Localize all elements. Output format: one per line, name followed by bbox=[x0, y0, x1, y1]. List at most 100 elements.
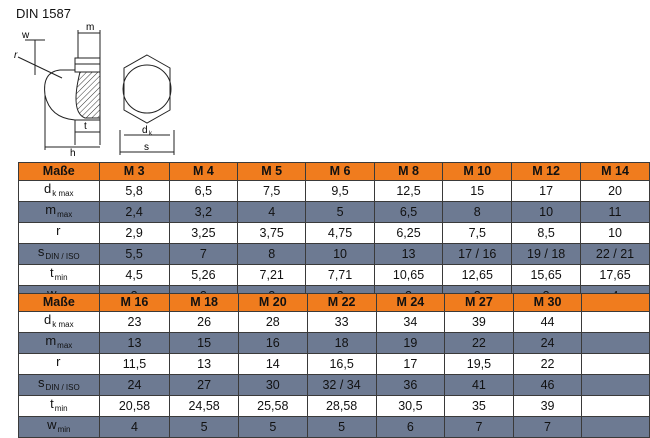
column-header: M 12 bbox=[511, 162, 582, 181]
table-row: tmin 4,5 5,26 7,21 7,71 10,65 12,65 15,6… bbox=[18, 264, 650, 286]
table-cell bbox=[581, 332, 650, 354]
table-cell: 5,8 bbox=[98, 180, 170, 202]
table-cell: 39 bbox=[512, 395, 583, 417]
table-cell: 17 / 16 bbox=[442, 243, 513, 265]
table-cell: 2,9 bbox=[98, 222, 170, 244]
row-label: dk max bbox=[18, 180, 100, 202]
table-cell: 5 bbox=[237, 416, 308, 438]
column-header: M 8 bbox=[373, 162, 444, 181]
table-cell: 20,58 bbox=[98, 395, 171, 417]
dimension-table-1: Maße M 3 M 4 M 5 M 6 M 8 M 10 M 12 M 14 … bbox=[18, 162, 650, 307]
table-cell: 39 bbox=[444, 311, 514, 333]
row-label: sDIN / ISO bbox=[18, 243, 100, 265]
table-cell: 15 bbox=[169, 332, 239, 354]
table-cell: 10 bbox=[511, 201, 582, 223]
document-title: DIN 1587 bbox=[16, 6, 71, 21]
table-cell: 7,5 bbox=[237, 180, 307, 202]
table-cell: 3,75 bbox=[237, 222, 307, 244]
table-cell: 4,75 bbox=[305, 222, 375, 244]
row-label: wmin bbox=[18, 416, 100, 438]
table-cell: 25,58 bbox=[237, 395, 308, 417]
table-cell: 6,5 bbox=[373, 201, 444, 223]
table-cell bbox=[581, 416, 650, 438]
table-cell: 6 bbox=[375, 416, 446, 438]
column-header: M 18 bbox=[169, 293, 239, 312]
table-cell: 36 bbox=[375, 374, 446, 396]
table-cell: 17 bbox=[511, 180, 582, 202]
label-r: r bbox=[14, 50, 18, 61]
table-cell: 17,65 bbox=[580, 264, 650, 286]
table-cell bbox=[581, 395, 650, 417]
label-h: h bbox=[70, 148, 76, 159]
table-row: tmin 20,58 24,58 25,58 28,58 30,5 35 39 bbox=[18, 395, 650, 417]
table-cell: 5 bbox=[305, 201, 375, 223]
label-dk-sub: k bbox=[149, 131, 153, 137]
table-cell: 6,5 bbox=[168, 180, 239, 202]
table-cell: 7,71 bbox=[305, 264, 375, 286]
table-cell: 4 bbox=[237, 201, 307, 223]
row-label: tmin bbox=[18, 395, 100, 417]
table-cell: 3,2 bbox=[168, 201, 239, 223]
table-cell: 32 / 34 bbox=[306, 374, 377, 396]
table-cell: 24 bbox=[512, 332, 583, 354]
table-cell: 33 bbox=[306, 311, 377, 333]
label-m: m bbox=[86, 22, 94, 33]
table-cell: 2,4 bbox=[98, 201, 170, 223]
table-row: sDIN / ISO 24 27 30 32 / 34 36 41 46 bbox=[18, 374, 650, 396]
table-cell: 8,5 bbox=[511, 222, 582, 244]
table-cell: 17 bbox=[375, 353, 446, 375]
table-cell: 30,5 bbox=[375, 395, 446, 417]
dimension-table-2: Maße M 16 M 18 M 20 M 22 M 24 M 27 M 30 … bbox=[18, 293, 650, 438]
table-cell: 44 bbox=[512, 311, 583, 333]
table-cell: 46 bbox=[512, 374, 583, 396]
table-row: mmax 2,4 3,2 4 5 6,5 8 10 11 bbox=[18, 201, 650, 223]
table-cell: 10,65 bbox=[373, 264, 444, 286]
table-cell: 22 bbox=[444, 332, 514, 354]
table-cell: 5 bbox=[169, 416, 239, 438]
table-row: sDIN / ISO 5,5 7 8 10 13 17 / 16 19 / 18… bbox=[18, 243, 650, 265]
table-row: mmax 13 15 16 18 19 22 24 bbox=[18, 332, 650, 354]
cap-nut-drawing: m w r t h d k s bbox=[14, 22, 175, 159]
table-cell: 4 bbox=[98, 416, 171, 438]
table-cell: 24 bbox=[98, 374, 171, 396]
column-header: M 24 bbox=[375, 293, 446, 312]
column-header: M 20 bbox=[237, 293, 308, 312]
table-cell: 13 bbox=[373, 243, 444, 265]
table-cell: 28,58 bbox=[306, 395, 377, 417]
header-label: Maße bbox=[18, 162, 100, 181]
table-cell: 12,5 bbox=[373, 180, 444, 202]
row-label: tmin bbox=[18, 264, 100, 286]
row-label: sDIN / ISO bbox=[18, 374, 100, 396]
table-cell: 9,5 bbox=[305, 180, 375, 202]
column-header: M 27 bbox=[444, 293, 514, 312]
label-dk: d bbox=[142, 125, 148, 136]
column-header: M 16 bbox=[98, 293, 171, 312]
label-t: t bbox=[84, 121, 87, 132]
table-cell: 7,5 bbox=[442, 222, 513, 244]
row-label: r bbox=[18, 222, 100, 244]
table-cell: 16,5 bbox=[306, 353, 377, 375]
table-cell: 8 bbox=[237, 243, 307, 265]
table-row: dk max 5,8 6,5 7,5 9,5 12,5 15 17 20 bbox=[18, 180, 650, 202]
table-cell: 3,25 bbox=[168, 222, 239, 244]
table-cell: 7 bbox=[512, 416, 583, 438]
table-header-row: Maße M 3 M 4 M 5 M 6 M 8 M 10 M 12 M 14 bbox=[18, 162, 650, 181]
table-cell: 22 / 21 bbox=[580, 243, 650, 265]
table-cell: 5,26 bbox=[168, 264, 239, 286]
front-view bbox=[119, 54, 175, 155]
table-cell: 19,5 bbox=[444, 353, 514, 375]
table-cell: 34 bbox=[375, 311, 446, 333]
table-cell bbox=[581, 311, 650, 333]
table-cell: 6,25 bbox=[373, 222, 444, 244]
table-cell: 5 bbox=[306, 416, 377, 438]
row-label: mmax bbox=[18, 332, 100, 354]
table-cell: 4,5 bbox=[98, 264, 170, 286]
table-cell: 8 bbox=[442, 201, 513, 223]
table-cell: 41 bbox=[444, 374, 514, 396]
table-cell: 11,5 bbox=[98, 353, 171, 375]
column-header: M 5 bbox=[237, 162, 307, 181]
table-cell: 14 bbox=[237, 353, 308, 375]
table-cell: 13 bbox=[169, 353, 239, 375]
table-cell: 27 bbox=[169, 374, 239, 396]
label-s: s bbox=[144, 142, 149, 153]
